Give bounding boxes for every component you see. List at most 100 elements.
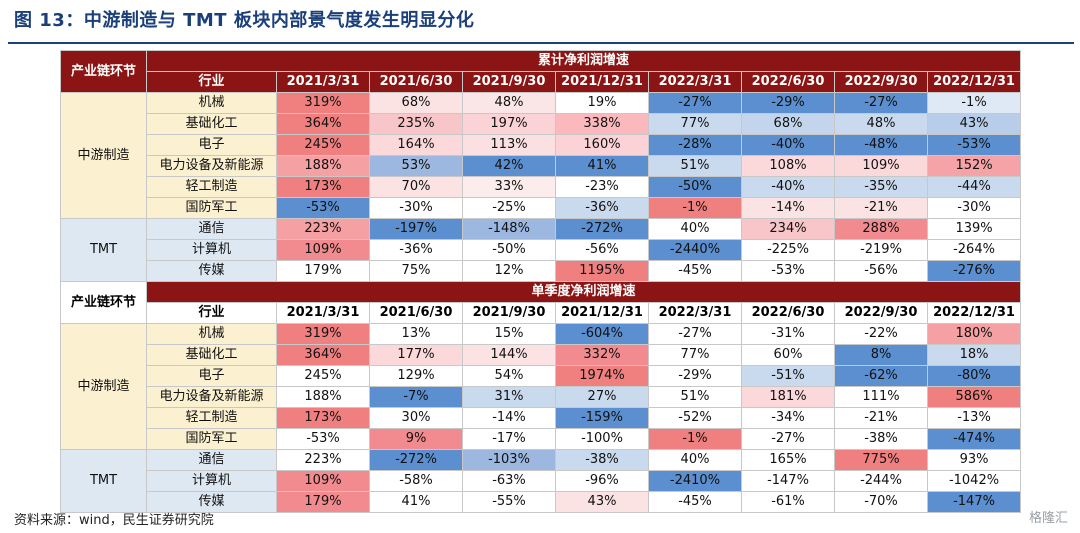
value-cell: -147% [741,470,835,492]
table-row: 轻工制造 173% 70% 33% -23% -50% -40% -35% -44% [61,176,1022,198]
value-cell: -40% [741,176,835,198]
value-cell: 197% [462,113,556,135]
value-cell: -52% [648,407,742,429]
value-cell: 180% [926,323,1022,345]
value-cell: -30% [926,197,1022,219]
value-cell: 43% [926,113,1022,135]
value-cell: 60% [741,344,835,366]
value-cell: 319% [276,323,370,345]
date-column-header: 2022/3/31 [648,302,742,324]
date-column-header: 2021/6/30 [369,71,463,93]
value-cell: -56% [555,239,649,261]
value-cell: -45% [648,491,742,513]
value-cell: 188% [276,155,370,177]
value-cell: 319% [276,92,370,114]
date-column-header: 2021/3/31 [276,302,370,324]
value-cell: -29% [741,92,835,114]
value-cell: 245% [276,134,370,156]
value-cell: 160% [555,134,649,156]
value-cell: -21% [834,197,928,219]
source-note: 资料来源：wind，民生证券研究院 [14,513,214,528]
value-cell: 173% [276,176,370,198]
value-cell: -225% [741,239,835,261]
title-divider [8,42,1074,44]
value-cell: -31% [741,323,835,345]
value-cell: -56% [834,260,928,282]
value-cell: -80% [926,365,1022,387]
industry-label: 电力设备及新能源 [146,386,277,408]
table-row: 中游制造 机械 319% 68% 48% 19% -27% -29% -27% -1% [60,92,1022,219]
value-cell: -1042% [926,470,1022,492]
date-column-header: 2022/6/30 [741,302,835,324]
value-cell: -63% [462,470,556,492]
industry-label: 轻工制造 [146,407,277,429]
industry-label: 计算机 [146,470,277,492]
value-cell: 109% [834,155,928,177]
chain-group-label: TMT [60,218,147,282]
value-cell: 179% [276,491,370,513]
value-cell: 41% [369,491,463,513]
value-cell: -53% [926,134,1022,156]
value-cell: -244% [834,470,928,492]
industry-label: 电力设备及新能源 [146,155,277,177]
value-cell: 31% [462,386,556,408]
value-cell: -272% [369,449,463,471]
value-cell: 245% [276,365,370,387]
value-cell: 18% [926,344,1022,366]
value-cell: 173% [276,407,370,429]
table-body: 产业链环节 累计净利润增速 行业 2021/3/31 2021/6/30 2021/9/3… [60,50,1022,513]
value-cell: 77% [648,113,742,135]
value-cell: -159% [555,407,649,429]
value-cell: -103% [462,449,556,471]
value-cell: 70% [369,176,463,198]
value-cell: -219% [834,239,928,261]
value-cell: 109% [276,239,370,261]
value-cell: -38% [834,428,928,450]
value-cell: -62% [834,365,928,387]
value-cell: 338% [555,113,649,135]
value-cell: 586% [926,386,1022,408]
value-cell: 181% [741,386,835,408]
industry-label: 电子 [146,134,277,156]
value-cell: 179% [276,260,370,282]
value-cell: 9% [369,428,463,450]
value-cell: 53% [369,155,463,177]
value-cell: 19% [555,92,649,114]
table-row: 基础化工 364% 177% 144% 332% 77% 60% 8% 18% [61,344,1022,366]
date-column-header: 2022/12/31 [926,71,1022,93]
value-cell: -148% [462,218,556,240]
value-cell: -48% [834,134,928,156]
value-cell: 42% [462,155,556,177]
value-cell: 188% [276,386,370,408]
value-cell: -50% [462,239,556,261]
value-cell: 77% [648,344,742,366]
table-row: 电力设备及新能源 188% 53% 42% 41% 51% 108% 109% 152% [61,155,1022,177]
value-cell: 8% [834,344,928,366]
value-cell: -55% [462,491,556,513]
value-cell: -40% [741,134,835,156]
industry-label: 通信 [146,449,277,471]
value-cell: 129% [369,365,463,387]
industry-label: 国防军工 [146,428,277,450]
value-cell: 108% [741,155,835,177]
value-cell: -272% [555,218,649,240]
value-cell: -38% [555,449,649,471]
value-cell: -1% [648,197,742,219]
value-cell: -14% [741,197,835,219]
value-cell: -28% [648,134,742,156]
table-row: 轻工制造 173% 30% -14% -159% -52% -34% -21% -13% [61,407,1022,429]
value-cell: 51% [648,386,742,408]
industry-column-header: 行业 [146,71,277,93]
value-cell: 48% [834,113,928,135]
value-cell: 41% [555,155,649,177]
industry-label: 传媒 [146,491,277,513]
value-cell: -27% [648,323,742,345]
value-cell: 12% [462,260,556,282]
industry-label: 机械 [146,323,277,345]
value-cell: -2410% [648,470,742,492]
value-cell: 1195% [555,260,649,282]
value-cell: 48% [462,92,556,114]
value-cell: -264% [926,239,1022,261]
value-cell: -27% [741,428,835,450]
table-row: TMT 通信 223% -272% -103% -38% 40% 165% 775% 93% [60,449,1022,513]
